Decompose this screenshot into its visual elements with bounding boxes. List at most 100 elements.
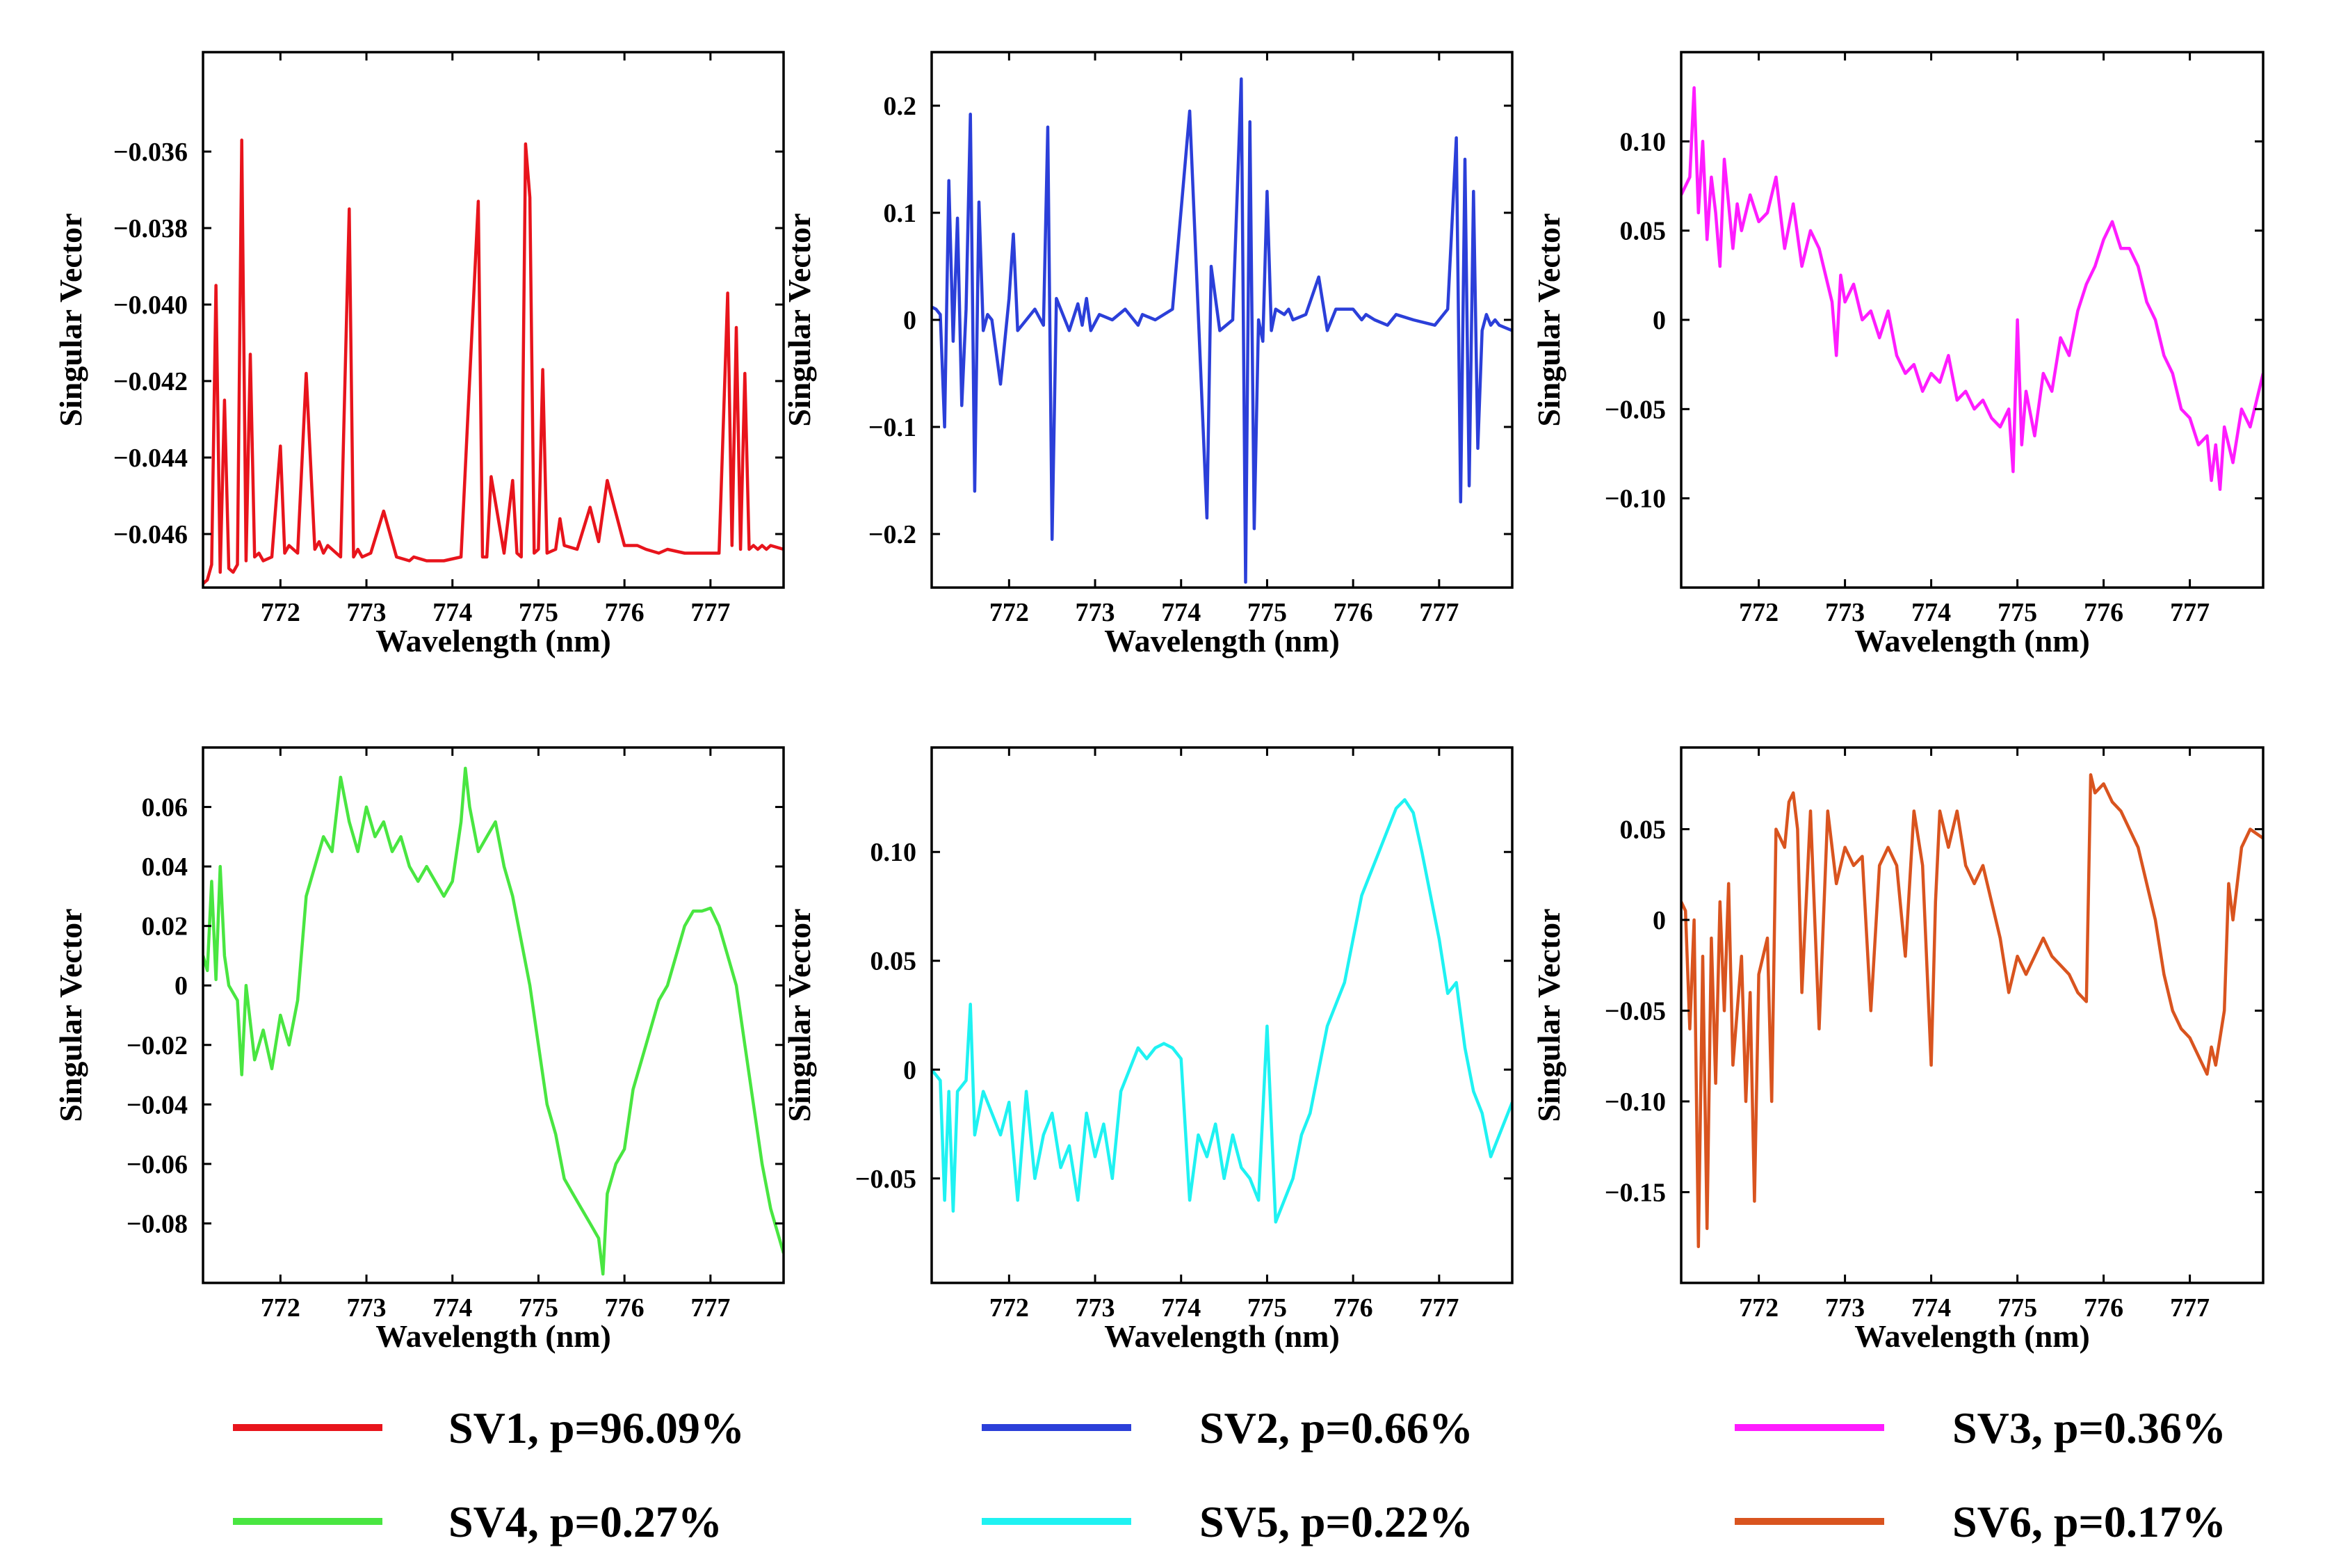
x-tick-label: 776: [2084, 598, 2123, 627]
x-tick-label: 774: [432, 1293, 472, 1323]
legend-item-6: SV6, p=0.17%: [1735, 1497, 2226, 1546]
x-axis-label: Wavelength (nm): [1854, 623, 2090, 658]
y-tick-label: −0.05: [1605, 996, 1666, 1026]
x-tick-label: 777: [2170, 598, 2210, 627]
x-axis-label: Wavelength (nm): [375, 623, 611, 658]
x-tick-label: 775: [1247, 1293, 1287, 1323]
series-line-sv3: [1681, 86, 2263, 492]
x-tick-label: 777: [1419, 598, 1459, 627]
x-tick-label: 776: [1334, 598, 1373, 627]
legend-label: SV6, p=0.17%: [1952, 1497, 2226, 1546]
plot-frame: [1680, 51, 2265, 589]
legend-item-1: SV1, p=96.09%: [233, 1403, 745, 1453]
y-tick-label: 0: [903, 1056, 916, 1085]
x-tick-label: 775: [1998, 1293, 2037, 1323]
y-tick-label: −0.04: [127, 1090, 188, 1120]
y-axis-label: Singular Vector: [1531, 213, 1566, 426]
legend-item-4: SV4, p=0.27%: [233, 1497, 722, 1546]
x-axis-label: Wavelength (nm): [375, 1318, 611, 1354]
x-axis-label: Wavelength (nm): [1854, 1318, 2090, 1354]
plot-frame: [930, 746, 1514, 1284]
x-tick-label: 775: [1247, 598, 1287, 627]
y-tick-label: 0.05: [1620, 217, 1667, 246]
y-tick-label: −0.15: [1605, 1178, 1666, 1207]
chart-panel-sv1: 772 773 774 775 776 777 −0.036 −0.038 −0.040 −0.0…: [53, 51, 785, 658]
y-axis-label: Singular Vector: [53, 908, 88, 1122]
legend-label: SV2, p=0.66%: [1199, 1403, 1473, 1453]
chart-panel-sv2: 772 773 774 775 776 777 0.2 0.1 0 −0.1 −0.2 Wavelen…: [781, 51, 1514, 658]
x-tick-label: 773: [1076, 598, 1115, 627]
x-tick-label: 777: [690, 598, 730, 627]
x-axis-label: Wavelength (nm): [1104, 1318, 1340, 1354]
y-tick-label: 0: [1653, 906, 1666, 935]
series-line-sv2: [932, 77, 1512, 584]
y-tick-label: 0: [1653, 306, 1666, 335]
y-tick-label: −0.046: [113, 520, 188, 549]
series-line-sv5: [932, 798, 1512, 1224]
y-axis-label: Singular Vector: [1531, 908, 1566, 1122]
series-line-sv1: [203, 138, 784, 585]
y-tick-label: −0.2: [868, 520, 916, 549]
chart-panel-sv3: 772 773 774 775 776 777 0.10 0.05 0 −0.05 −0.10 Wav…: [1531, 51, 2265, 658]
x-tick-label: 776: [1334, 1293, 1373, 1323]
y-tick-label: 0: [903, 306, 916, 335]
x-tick-label: 772: [261, 1293, 300, 1323]
x-tick-label: 774: [432, 598, 472, 627]
y-tick-label: 0.05: [870, 947, 917, 976]
y-tick-label: −0.08: [127, 1209, 188, 1238]
y-axis-label: Singular Vector: [53, 213, 88, 426]
x-tick-label: 774: [1911, 1293, 1951, 1323]
x-tick-label: 773: [1825, 1293, 1865, 1323]
x-tick-label: 776: [605, 598, 645, 627]
y-tick-label: 0.1: [884, 199, 917, 228]
chart-panel-sv6: 772 773 774 775 776 777 0.05 0 −0.05 −0.10 −0.15 Wa…: [1531, 746, 2265, 1354]
x-tick-label: 775: [519, 598, 558, 627]
y-tick-label: 0.05: [1620, 815, 1667, 844]
plot-frame: [202, 51, 785, 589]
plot-frame: [202, 746, 785, 1284]
x-tick-label: 773: [347, 1293, 387, 1323]
y-tick-label: 0.04: [142, 852, 188, 882]
y-tick-label: −0.02: [127, 1031, 188, 1060]
y-tick-label: −0.10: [1605, 1088, 1666, 1117]
y-tick-label: 0.02: [142, 912, 188, 941]
x-tick-label: 773: [347, 598, 387, 627]
series-line-sv6: [1681, 773, 2263, 1249]
x-tick-label: 775: [519, 1293, 558, 1323]
x-tick-label: 773: [1076, 1293, 1115, 1323]
y-tick-label: −0.06: [127, 1150, 188, 1179]
y-tick-label: −0.05: [855, 1165, 916, 1194]
y-tick-label: −0.036: [113, 138, 188, 167]
legend-label: SV5, p=0.22%: [1199, 1497, 1473, 1546]
x-axis-label: Wavelength (nm): [1104, 623, 1340, 658]
x-tick-label: 776: [605, 1293, 645, 1323]
chart-panel-sv4: 772 773 774 775 776 777 0.06 0.04 0.02 0 −0.02 −0.0…: [53, 746, 785, 1354]
y-tick-label: 0.10: [1620, 127, 1667, 156]
x-tick-label: 775: [1998, 598, 2037, 627]
x-tick-label: 777: [2170, 1293, 2210, 1323]
x-tick-label: 776: [2084, 1293, 2123, 1323]
legend-item-5: SV5, p=0.22%: [982, 1497, 1473, 1546]
x-tick-label: 774: [1161, 598, 1201, 627]
y-tick-label: −0.05: [1605, 395, 1666, 424]
legend-label: SV1, p=96.09%: [448, 1403, 745, 1453]
x-tick-label: 773: [1825, 598, 1865, 627]
y-tick-label: 0.2: [884, 92, 917, 121]
legend-item-2: SV2, p=0.66%: [982, 1403, 1473, 1453]
y-tick-label: 0.10: [870, 838, 917, 867]
y-tick-label: −0.040: [113, 291, 188, 320]
y-axis-label: Singular Vector: [781, 908, 817, 1122]
legend-label: SV4, p=0.27%: [448, 1497, 722, 1546]
y-tick-label: 0: [175, 971, 188, 1001]
x-tick-label: 772: [989, 598, 1029, 627]
plot-frame: [1680, 746, 2265, 1284]
y-tick-label: −0.044: [113, 444, 188, 473]
x-tick-label: 772: [989, 1293, 1029, 1323]
x-tick-label: 772: [261, 598, 300, 627]
legend: SV1, p=96.09% SV2, p=0.66% SV3, p=0.36% SV4…: [233, 1403, 2226, 1546]
legend-label: SV3, p=0.36%: [1952, 1403, 2226, 1453]
y-axis-label: Singular Vector: [781, 213, 817, 426]
y-tick-label: −0.042: [113, 367, 188, 396]
series-line-sv4: [203, 766, 784, 1276]
